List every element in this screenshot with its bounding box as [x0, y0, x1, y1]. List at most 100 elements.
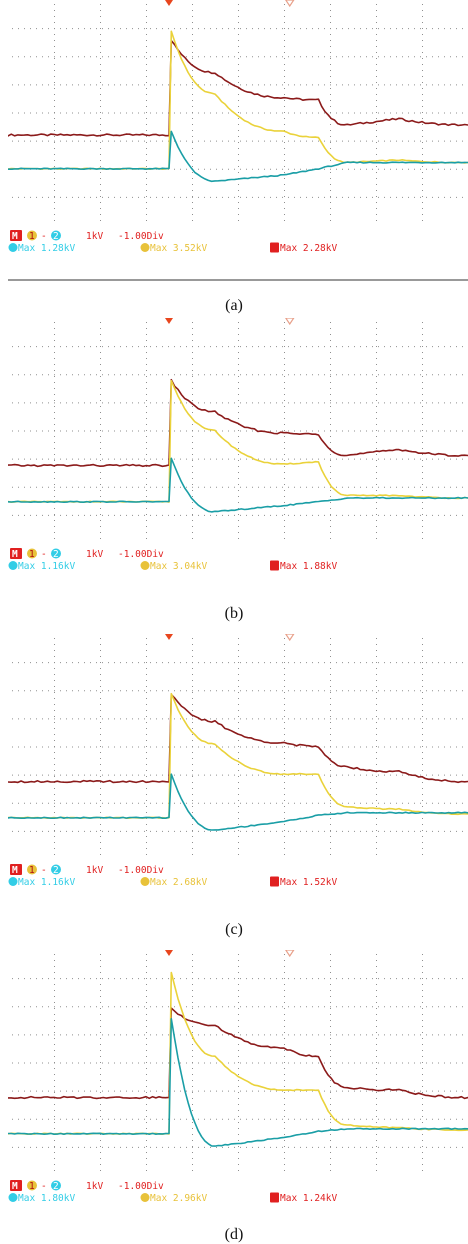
grid-dot — [462, 746, 463, 748]
grid-dot — [306, 690, 307, 692]
grid-dot — [348, 1146, 349, 1148]
grid-dot — [18, 802, 19, 804]
grid-dot — [318, 84, 319, 86]
max-ch2-label: Max 1.28kV — [18, 243, 75, 254]
grid-dot — [12, 514, 13, 516]
grid-dot — [450, 718, 451, 720]
grid-dot — [238, 1008, 239, 1009]
grid-dot — [192, 46, 193, 47]
grid-dot — [330, 686, 331, 687]
grid-dot — [342, 112, 343, 114]
grid-dot — [120, 1062, 121, 1064]
grid-dot — [138, 56, 139, 58]
grid-dot — [100, 1008, 101, 1009]
grid-dot — [100, 1050, 101, 1051]
grid-dot — [422, 178, 423, 179]
grid-dot — [90, 112, 91, 114]
grid-dot — [210, 1062, 211, 1064]
grid-dot — [330, 84, 331, 86]
grid-dot — [192, 142, 193, 143]
grid-dot — [108, 84, 109, 86]
grid-dot — [126, 486, 127, 488]
grid-dot — [186, 662, 187, 664]
grid-dot — [330, 1062, 331, 1064]
grid-dot — [330, 376, 331, 377]
grid-dot — [54, 76, 55, 77]
grid-dot — [192, 1068, 193, 1069]
grid-dot — [390, 746, 391, 748]
grid-dot — [432, 1034, 433, 1036]
grid-dot — [284, 460, 285, 461]
grid-dot — [282, 514, 283, 516]
grid-dot — [336, 486, 337, 488]
grid-dot — [336, 1062, 337, 1064]
grid-dot — [222, 830, 223, 832]
grid-dot — [384, 1034, 385, 1036]
grid-dot — [146, 478, 147, 479]
grid-dot — [48, 486, 49, 488]
grid-dot — [366, 28, 367, 30]
grid-dot — [96, 746, 97, 748]
grid-dot — [186, 514, 187, 516]
grid-dot — [192, 802, 193, 804]
grid-dot — [306, 374, 307, 376]
grid-dot — [252, 28, 253, 30]
grid-dot — [422, 214, 423, 215]
grid-dot — [284, 722, 285, 723]
grid-dot — [284, 728, 285, 729]
grid-dot — [284, 1152, 285, 1153]
grid-dot — [78, 56, 79, 58]
grid-dot — [186, 112, 187, 114]
grid-dot — [192, 118, 193, 119]
grid-dot — [270, 774, 271, 776]
grid-dot — [376, 532, 377, 533]
grid-dot — [108, 1118, 109, 1120]
grid-dot — [238, 196, 239, 197]
grid-dot — [238, 370, 239, 371]
grid-dot — [324, 84, 325, 86]
grid-dot — [210, 690, 211, 692]
grid-dot — [284, 118, 285, 119]
grid-dot — [174, 140, 175, 142]
grid-dot — [306, 1062, 307, 1064]
grid-dot — [146, 88, 147, 89]
grid-dot — [238, 418, 239, 419]
grid-dot — [240, 196, 241, 198]
grid-dot — [66, 1146, 67, 1148]
grid-dot — [222, 140, 223, 142]
grid-dot — [330, 1056, 331, 1057]
grid-dot — [284, 984, 285, 985]
grid-dot — [144, 662, 145, 664]
grid-dot — [54, 704, 55, 705]
grid-dot — [100, 978, 101, 979]
grid-dot — [270, 718, 271, 720]
grid-dot — [150, 458, 151, 460]
grid-dot — [312, 1034, 313, 1036]
grid-dot — [146, 436, 147, 437]
grid-dot — [348, 458, 349, 460]
grid-dot — [54, 436, 55, 437]
grid-dot — [156, 690, 157, 692]
grid-dot — [168, 140, 169, 142]
grid-dot — [238, 728, 239, 729]
grid-dot — [36, 1062, 37, 1064]
grid-dot — [120, 746, 121, 748]
grid-dot — [354, 458, 355, 460]
grid-dot — [54, 22, 55, 23]
grid-dot — [180, 346, 181, 348]
grid-dot — [306, 1090, 307, 1092]
grid-dot — [376, 1152, 377, 1153]
grid-dot — [376, 346, 377, 347]
grid-dot — [234, 56, 235, 58]
grid-dot — [78, 374, 79, 376]
grid-dot — [422, 142, 423, 143]
grid-dot — [54, 1090, 55, 1092]
grid-dot — [240, 746, 241, 748]
grid-dot — [18, 690, 19, 692]
grid-dot — [238, 824, 239, 825]
grid-dot — [228, 978, 229, 980]
grid-dot — [36, 662, 37, 664]
grid-dot — [330, 136, 331, 137]
grid-dot — [100, 1116, 101, 1117]
grid-dot — [422, 954, 423, 955]
